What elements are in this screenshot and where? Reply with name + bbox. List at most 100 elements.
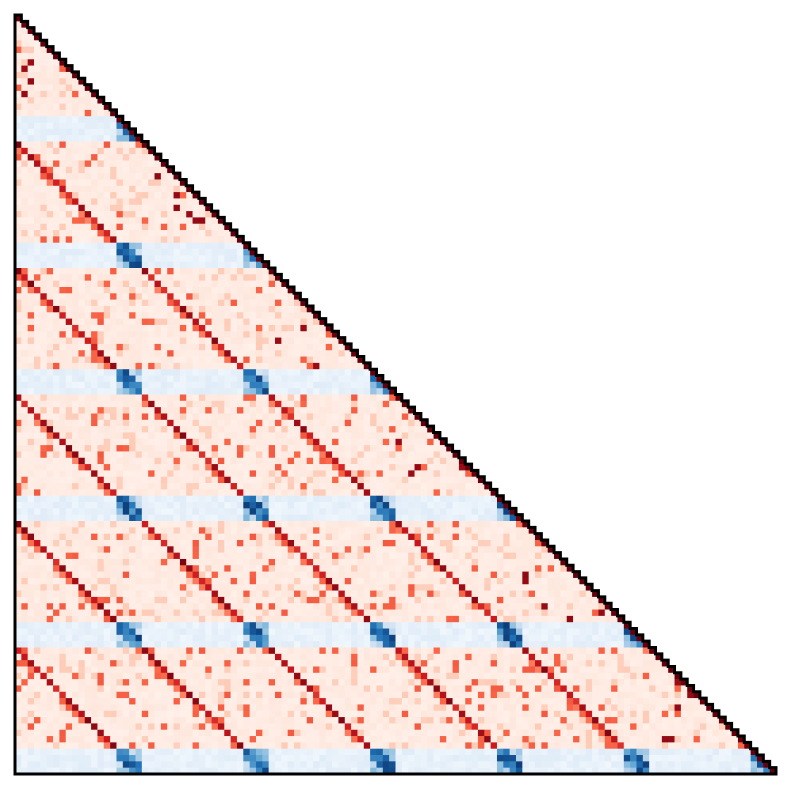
heatmap-cell [135, 299, 143, 307]
heatmap-cell [433, 470, 441, 478]
heatmap-cell [294, 552, 301, 560]
heatmap-cell [135, 350, 143, 357]
heatmap-cell [319, 527, 327, 534]
heatmap-cell [141, 546, 149, 553]
heatmap-cell [319, 464, 327, 471]
heatmap-cell [630, 634, 637, 642]
heatmap-cell [236, 615, 244, 623]
heatmap-cell [173, 489, 181, 497]
heatmap-cell [205, 451, 212, 459]
heatmap-cell [110, 457, 117, 465]
heatmap-cell [141, 527, 149, 534]
heatmap-cell [351, 558, 358, 566]
heatmap-cell [306, 394, 314, 402]
heatmap-cell [40, 147, 48, 155]
heatmap-cell [496, 584, 504, 591]
heatmap-cell [205, 483, 212, 490]
heatmap-cell [477, 539, 485, 547]
heatmap-cell [370, 388, 377, 395]
heatmap-cell [53, 413, 60, 421]
heatmap-cell [129, 217, 136, 225]
heatmap-cell [224, 324, 231, 332]
heatmap-cell [268, 539, 276, 547]
heatmap-cell [370, 584, 377, 591]
heatmap-cell [192, 204, 200, 212]
heatmap-cell [27, 141, 35, 149]
heatmap-cell [503, 552, 510, 560]
heatmap-cell [34, 609, 41, 617]
heatmap-cell [503, 628, 510, 636]
heatmap-cell [97, 293, 105, 300]
heatmap-cell [53, 350, 60, 357]
heatmap-cell [198, 261, 206, 269]
heatmap-cell [243, 331, 250, 338]
heatmap-cell [154, 552, 162, 560]
heatmap-cell [249, 445, 257, 452]
heatmap-cell [408, 622, 415, 629]
heatmap-cell [72, 426, 79, 433]
heatmap-cell [129, 596, 136, 604]
heatmap-cell [167, 312, 174, 319]
heatmap-cell [522, 615, 529, 623]
heatmap-cell [160, 489, 168, 497]
heatmap-cell [192, 489, 200, 497]
heatmap-cell [198, 394, 206, 402]
heatmap-cell [65, 584, 73, 591]
heatmap-cell [141, 432, 149, 440]
heatmap-cell [249, 438, 257, 446]
heatmap-cell [249, 337, 257, 345]
heatmap-cell [78, 147, 86, 155]
heatmap-cell [78, 90, 86, 98]
heatmap-cell [167, 230, 174, 237]
heatmap-cell [370, 508, 377, 515]
heatmap-cell [389, 495, 396, 503]
heatmap-cell [205, 407, 212, 414]
heatmap-cell [97, 128, 105, 136]
heatmap-cell [401, 615, 409, 623]
heatmap-cell [496, 514, 504, 522]
heatmap-cell [40, 502, 48, 509]
heatmap-cell [78, 198, 86, 206]
heatmap-cell [344, 558, 352, 566]
heatmap-cell [363, 571, 371, 579]
heatmap-cell [46, 622, 54, 629]
heatmap-cell [306, 438, 314, 446]
heatmap-cell [110, 571, 117, 579]
heatmap-cell [186, 293, 193, 300]
heatmap-cell [65, 438, 73, 446]
heatmap-cell [27, 388, 35, 395]
heatmap-cell [84, 185, 92, 193]
heatmap-cell [363, 546, 371, 553]
heatmap-cell [458, 539, 466, 547]
heatmap-cell [84, 293, 92, 300]
heatmap-cell [167, 350, 174, 357]
heatmap-cell [78, 217, 86, 225]
heatmap-cell [116, 400, 124, 408]
heatmap-cell [439, 533, 447, 541]
heatmap-cell [351, 634, 358, 642]
heatmap-cell [78, 502, 86, 509]
heatmap-cell [198, 634, 206, 642]
heatmap-cell [313, 407, 320, 414]
heatmap-cell [281, 438, 288, 446]
heatmap-cell [205, 584, 212, 591]
heatmap-cell [135, 457, 143, 465]
heatmap-cell [173, 261, 181, 269]
heatmap-cell [268, 634, 276, 642]
heatmap-cell [224, 400, 231, 408]
heatmap-cell [40, 280, 48, 288]
heatmap-cell [59, 337, 67, 345]
heatmap-cell [332, 331, 339, 338]
heatmap-cell [382, 533, 390, 541]
heatmap-cell [294, 369, 301, 376]
heatmap-cell [503, 584, 510, 591]
heatmap-cell [243, 369, 250, 376]
heatmap-cell [192, 558, 200, 566]
heatmap-cell [452, 552, 460, 560]
heatmap-cell [313, 590, 320, 598]
heatmap-cell [179, 502, 187, 509]
heatmap-cell [148, 160, 155, 168]
heatmap-cell [34, 154, 41, 161]
heatmap-cell [116, 356, 124, 364]
heatmap-cell [34, 141, 41, 149]
